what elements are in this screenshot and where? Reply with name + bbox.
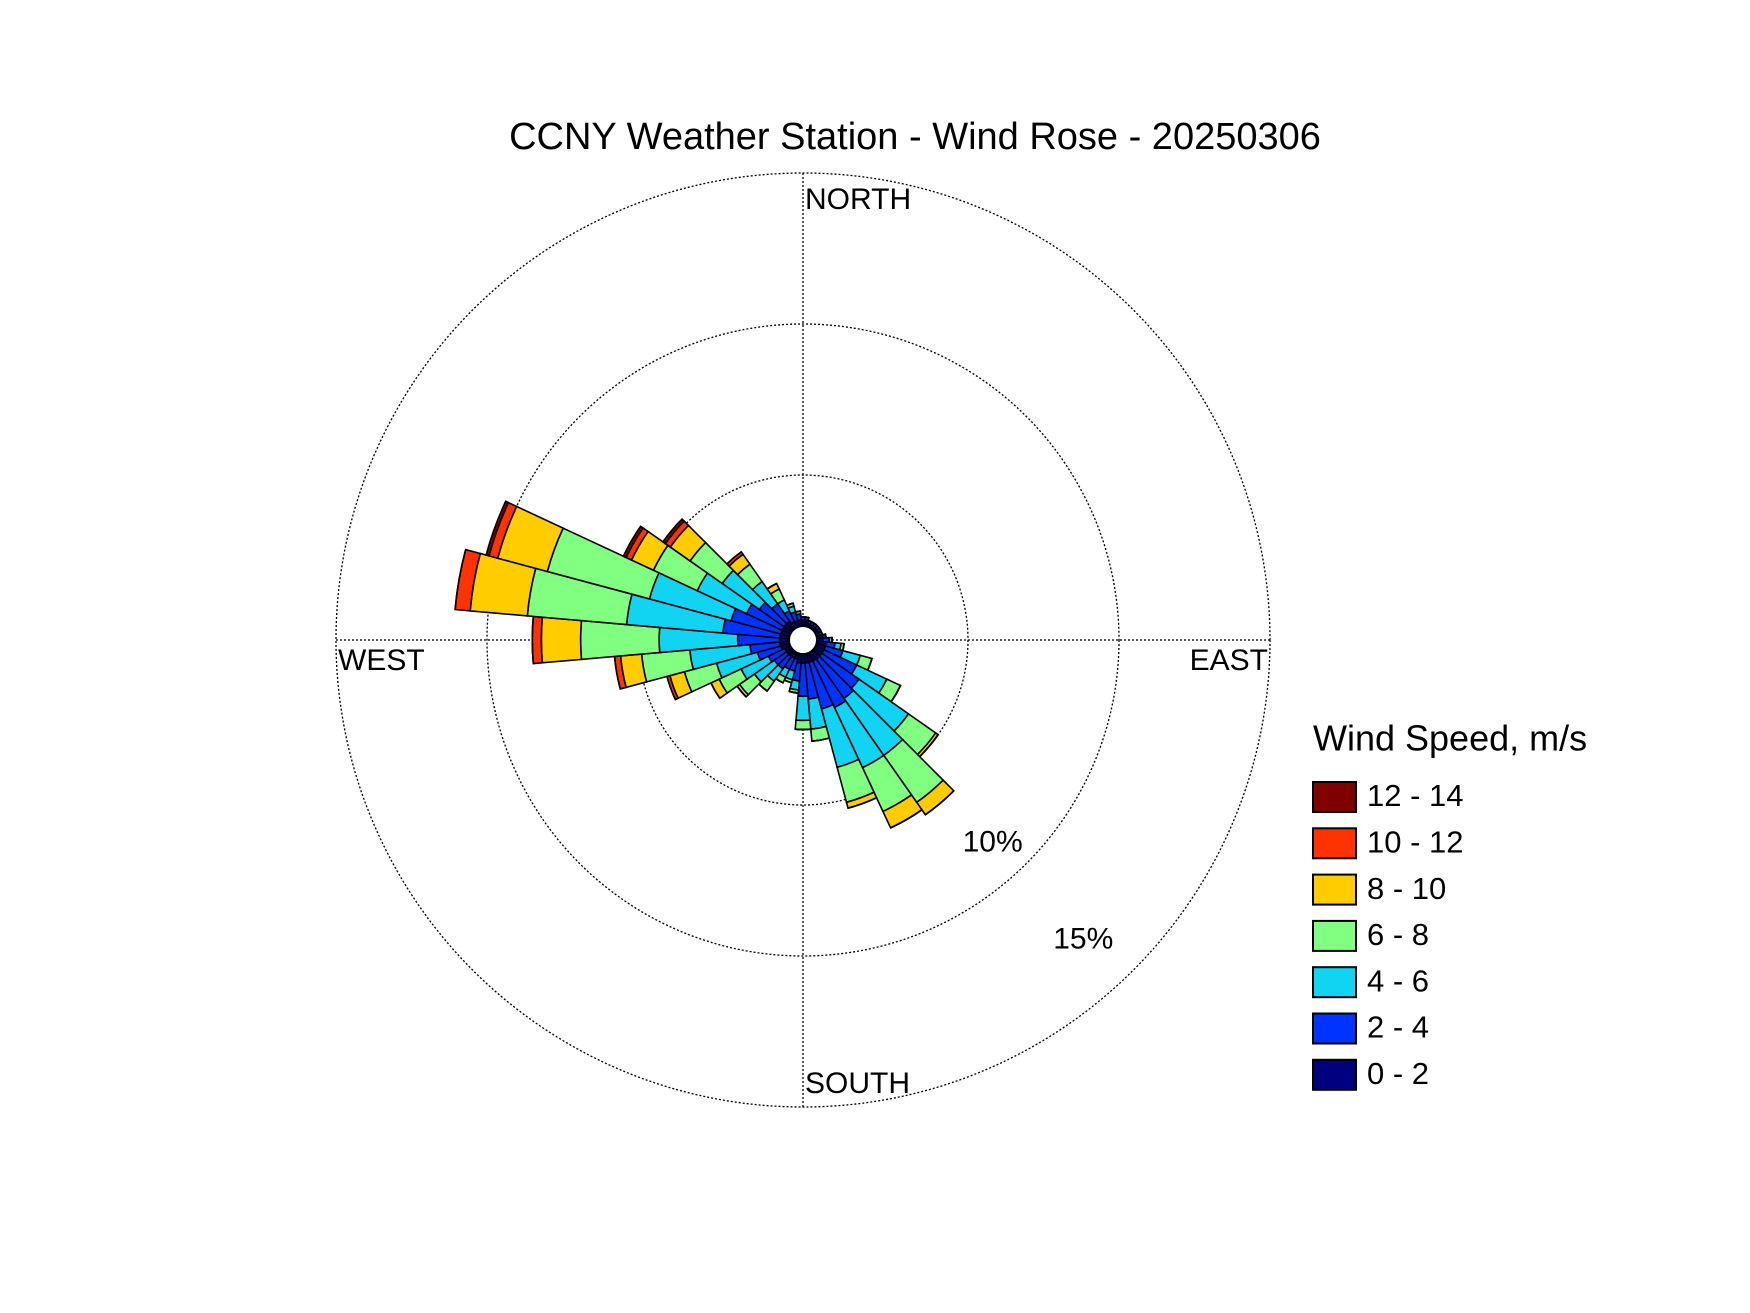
wedge-segment <box>622 525 645 559</box>
wedge-segment <box>531 615 544 665</box>
chart-title: CCNY Weather Station - Wind Rose - 20250… <box>509 116 1321 158</box>
wedge-segment <box>540 616 583 664</box>
direction-label: EAST <box>1190 644 1268 677</box>
wedge-segment <box>485 500 510 557</box>
legend-swatch <box>1312 919 1357 952</box>
legend-swatch <box>1312 873 1357 906</box>
legend-label: 0 - 2 <box>1367 1056 1429 1091</box>
legend-swatch <box>1312 966 1357 999</box>
grid-ring <box>486 323 1120 957</box>
direction-label: SOUTH <box>805 1067 910 1100</box>
legend-swatch <box>1312 781 1357 813</box>
legend-label: 10 - 12 <box>1367 824 1464 859</box>
wedge-segment <box>661 517 686 545</box>
legend-swatch <box>1312 827 1357 860</box>
legend-swatch <box>1312 1058 1357 1091</box>
wedge-segment <box>795 610 801 613</box>
legend-title: Wind Speed, m/s <box>1313 718 1587 759</box>
wedge-segment <box>804 616 810 619</box>
direction-label: WEST <box>338 644 425 677</box>
legend-label: 8 - 10 <box>1367 871 1446 906</box>
direction-label: NORTH <box>805 183 911 216</box>
legend-label: 12 - 14 <box>1367 778 1464 813</box>
wedge-segment <box>786 602 794 607</box>
legend-label: 6 - 8 <box>1367 917 1429 952</box>
wedge-segment <box>766 582 778 590</box>
r-tick-label: 15% <box>1053 922 1113 955</box>
wedge-segment <box>794 719 812 731</box>
legend-label: 2 - 4 <box>1367 1010 1429 1045</box>
legend-swatch <box>1312 1012 1357 1045</box>
legend-label: 4 - 6 <box>1367 963 1429 998</box>
wedge-segment <box>795 695 811 722</box>
center-hole <box>788 625 818 655</box>
r-tick-label: 10% <box>963 825 1023 858</box>
